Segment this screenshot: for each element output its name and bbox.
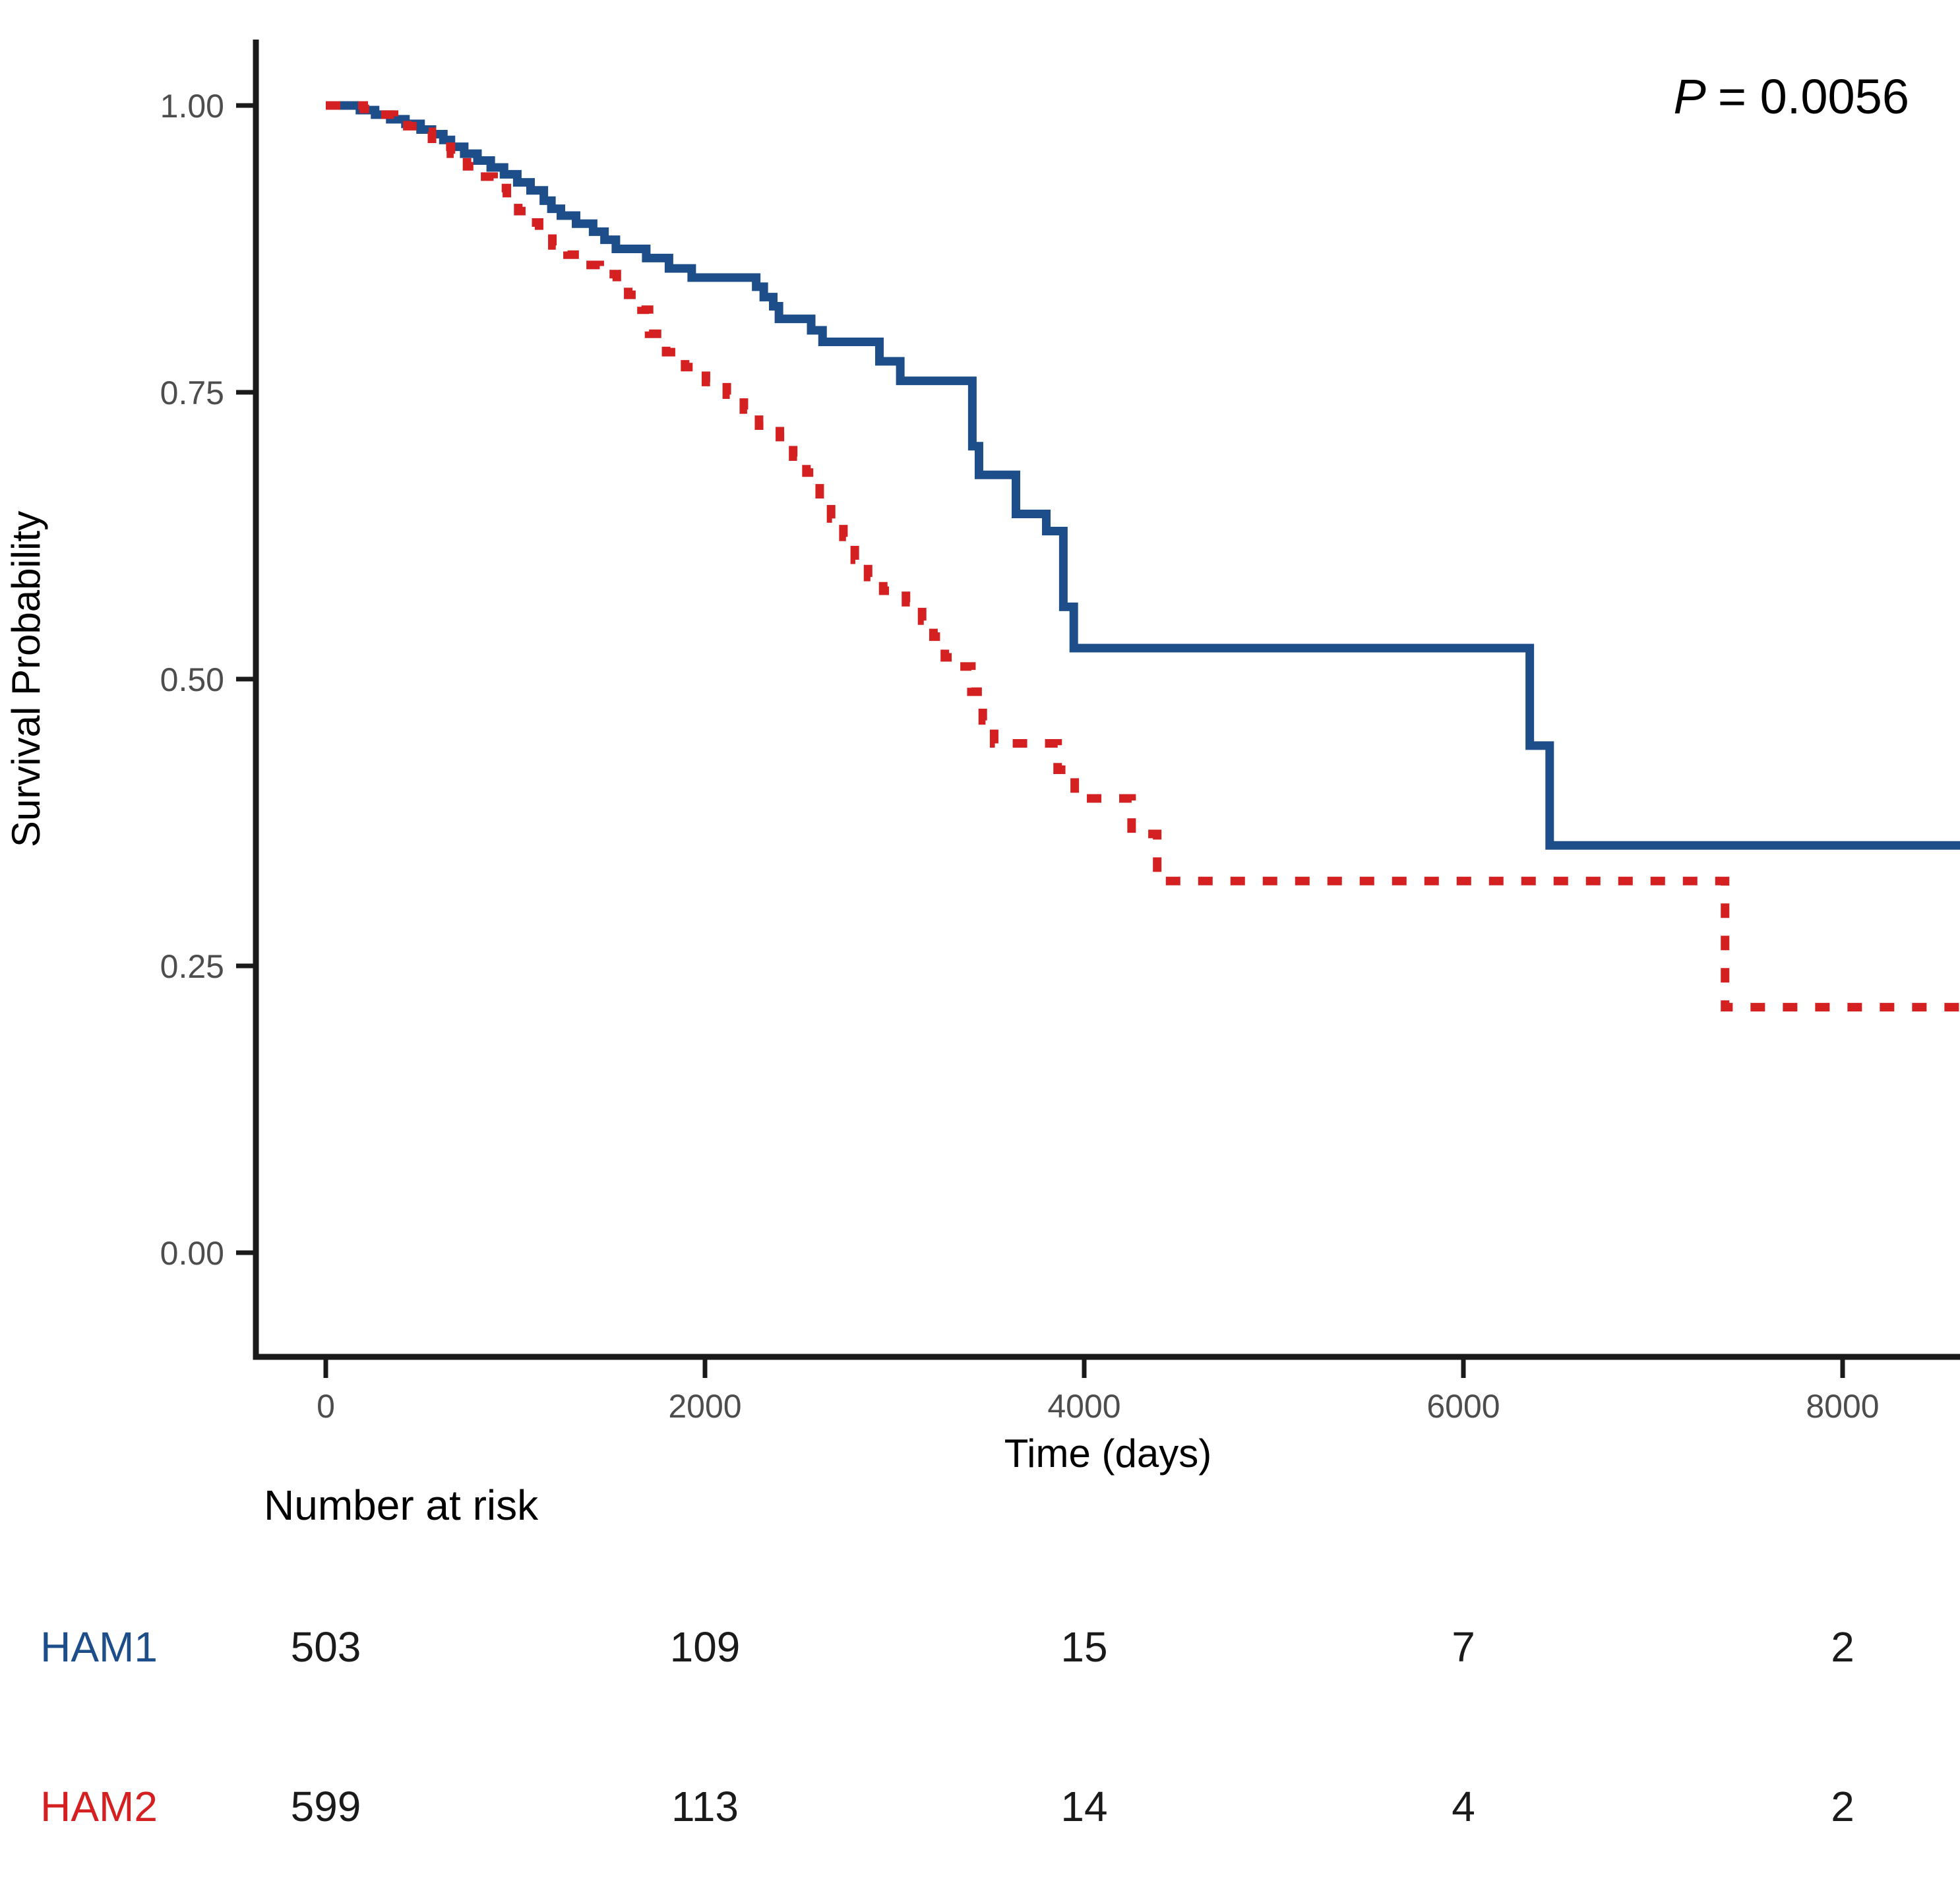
risk-row-label-ham2: HAM2: [40, 1783, 158, 1830]
y-tick-label: 0.75: [160, 374, 224, 411]
axis-lines: [253, 40, 1960, 1360]
y-tick-label: 0.50: [160, 661, 224, 698]
p-value-text: = 0.0056: [1718, 69, 1909, 124]
p-value-annotation: P = 0.0056: [1674, 69, 1909, 124]
risk-table-rows: HAM1 503 109 15 7 2 HAM2 599 113 14 4 2: [40, 1623, 1854, 1830]
x-tick-label: 0: [317, 1388, 335, 1425]
x-tick-label: 4000: [1047, 1388, 1120, 1425]
risk-count: 14: [1060, 1783, 1107, 1830]
risk-count: 109: [670, 1623, 741, 1671]
x-axis-title: Time (days): [1004, 1431, 1211, 1476]
risk-count: 7: [1452, 1623, 1475, 1671]
y-tick-label: 1.00: [160, 88, 224, 125]
risk-count: 2: [1831, 1623, 1854, 1671]
risk-count: 15: [1060, 1623, 1107, 1671]
survival-curve-ham2: [326, 101, 1960, 1012]
risk-count: 4: [1452, 1783, 1475, 1830]
survival-curve-ham1: [326, 101, 1960, 850]
survival-curves: [326, 101, 1960, 1012]
p-symbol: P: [1674, 69, 1706, 124]
risk-count: 503: [291, 1623, 361, 1671]
risk-table-title: Number at risk: [264, 1481, 539, 1529]
x-tick-label: 2000: [668, 1388, 741, 1425]
y-axis-title: Survival Probability: [4, 511, 48, 847]
x-tick-label: 6000: [1426, 1388, 1500, 1425]
y-axis-ticks: 0.00 0.25 0.50 0.75 1.00: [160, 88, 256, 1272]
x-tick-label: 8000: [1806, 1388, 1879, 1425]
risk-count: 113: [671, 1783, 739, 1830]
risk-row-label-ham1: HAM1: [40, 1623, 158, 1671]
y-tick-label: 0.25: [160, 948, 224, 985]
x-axis-ticks: 0 2000 4000 6000 8000: [317, 1357, 1880, 1425]
risk-count: 599: [291, 1783, 361, 1830]
y-tick-label: 0.00: [160, 1235, 224, 1272]
risk-count: 2: [1831, 1783, 1854, 1830]
